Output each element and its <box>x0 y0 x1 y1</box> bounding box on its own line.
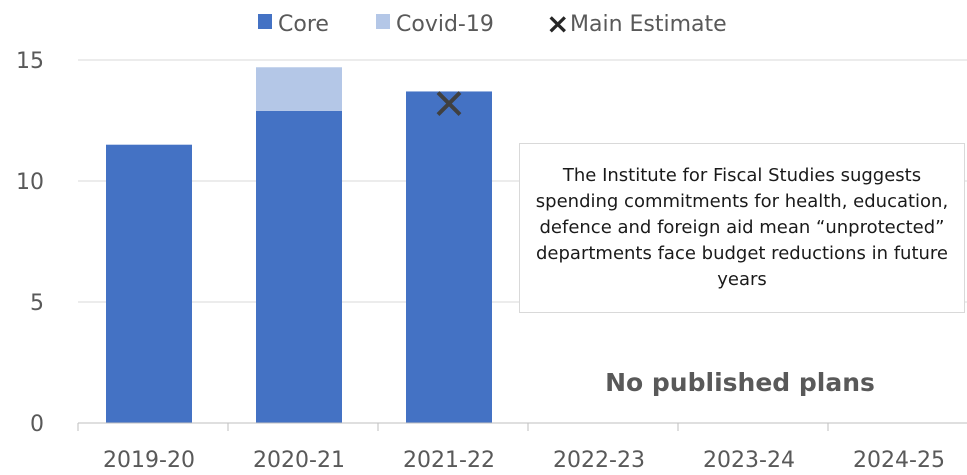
y-tick-label: 10 <box>16 170 44 195</box>
bar-core-2020-21 <box>256 110 342 423</box>
marker-stroke <box>436 91 462 116</box>
x-tick-label: 2020-21 <box>253 448 345 473</box>
y-tick-label: 15 <box>16 49 44 74</box>
legend-label-covid: Covid-19 <box>396 12 494 37</box>
legend-swatch-covid <box>376 14 390 29</box>
x-axis <box>77 422 967 431</box>
legend-swatch-core <box>258 14 272 29</box>
y-tick-label: 5 <box>30 291 44 316</box>
y-axis-ticks: 0 5 10 15 <box>16 49 44 437</box>
bar-covid-2020-21 <box>256 67 342 111</box>
x-tick-label: 2024-25 <box>853 448 945 473</box>
y-tick-label: 0 <box>30 412 44 437</box>
bar-core-2021-22 <box>406 91 492 424</box>
legend-label-main-estimate: Main Estimate <box>570 12 727 37</box>
ifs-note-text: The Institute for Fiscal Studies suggest… <box>535 165 949 290</box>
legend-marker-main-estimate: × <box>546 7 569 40</box>
main-estimate-marker <box>436 91 462 116</box>
x-tick-label: 2023-24 <box>703 448 795 473</box>
legend-label-core: Core <box>278 12 329 37</box>
no-published-plans-label: No published plans <box>605 368 875 397</box>
x-axis-ticks: 2019-20 2020-21 2021-22 2022-23 2023-24 2024-… <box>103 448 945 473</box>
bar-core-2019-20 <box>106 144 192 423</box>
main-estimate-markers <box>436 91 462 116</box>
x-tick-label: 2021-22 <box>403 448 495 473</box>
bars <box>106 67 492 424</box>
legend: Core Covid-19 × Main Estimate <box>258 7 727 40</box>
x-tick-label: 2022-23 <box>553 448 645 473</box>
ifs-note-box: The Institute for Fiscal Studies suggest… <box>519 143 965 313</box>
x-tick-label: 2019-20 <box>103 448 195 473</box>
